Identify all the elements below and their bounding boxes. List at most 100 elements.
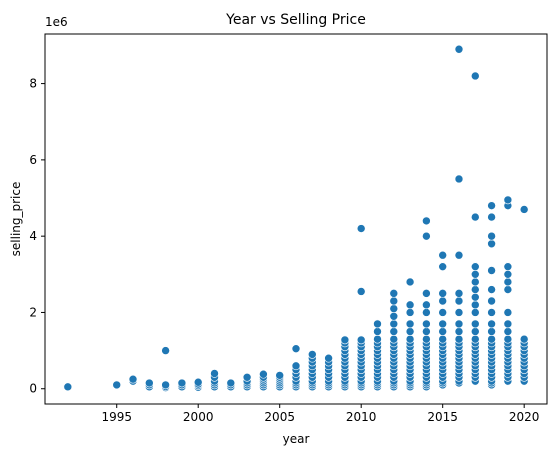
- data-point: [454, 44, 464, 54]
- data-point: [193, 377, 203, 387]
- data-point: [454, 334, 464, 344]
- data-point: [356, 224, 366, 233]
- data-point: [226, 378, 236, 388]
- data-point: [470, 262, 480, 271]
- data-point: [128, 374, 138, 384]
- data-point: [503, 277, 513, 287]
- data-point: [422, 231, 431, 241]
- data-point: [242, 372, 252, 382]
- data-point: [422, 289, 431, 298]
- data-point: [487, 308, 496, 317]
- x-tick-label: 2015: [427, 410, 458, 424]
- data-point: [389, 319, 399, 329]
- data-point: [389, 327, 399, 336]
- y-tick-label: 8: [29, 77, 37, 91]
- x-tick-label: 2005: [264, 410, 295, 424]
- data-point: [503, 195, 513, 205]
- data-point: [405, 327, 415, 336]
- y-tick-label: 0: [29, 382, 37, 396]
- data-point: [405, 308, 415, 317]
- chart-title: Year vs Selling Price: [225, 12, 366, 28]
- data-point: [438, 327, 447, 336]
- data-point: [389, 296, 399, 306]
- ticks-layer: 1995 2000 2005 2010 2015 2020 0 2 4 6 8: [29, 77, 539, 424]
- plot-area-frame: [44, 33, 548, 405]
- x-tick-label: 1995: [101, 410, 132, 424]
- data-point: [503, 262, 513, 271]
- data-point: [389, 334, 399, 344]
- data-point: [470, 71, 480, 81]
- data-point: [470, 285, 480, 294]
- data-point: [340, 335, 350, 345]
- data-point: [438, 296, 447, 306]
- data-point: [259, 369, 268, 379]
- data-point: [438, 319, 447, 329]
- data-point: [487, 334, 496, 344]
- data-point: [177, 378, 187, 388]
- data-point: [503, 308, 513, 317]
- data-point: [503, 334, 513, 344]
- data-point: [487, 327, 496, 336]
- data-point: [422, 319, 431, 329]
- data-point: [438, 289, 447, 298]
- data-point: [438, 262, 447, 271]
- y-offset-label: 1e6: [45, 15, 68, 29]
- data-point: [422, 308, 431, 317]
- data-point: [487, 285, 496, 294]
- data-point: [356, 335, 366, 345]
- y-tick-label: 2: [29, 305, 37, 319]
- data-point: [487, 201, 496, 210]
- data-point: [373, 334, 382, 344]
- data-point: [373, 327, 382, 336]
- x-tick-label: 2000: [183, 410, 214, 424]
- data-point: [422, 216, 431, 226]
- data-point: [519, 334, 529, 344]
- data-point: [454, 296, 464, 306]
- data-point: [112, 380, 122, 390]
- data-point: [291, 344, 301, 353]
- data-point: [405, 300, 415, 310]
- data-point: [470, 319, 480, 329]
- y-tick-label: 6: [29, 153, 37, 167]
- data-point: [373, 319, 382, 329]
- data-point: [487, 266, 496, 275]
- data-point: [519, 205, 529, 214]
- data-point: [454, 289, 464, 298]
- data-point: [145, 378, 154, 388]
- data-point: [389, 304, 399, 313]
- x-tick-label: 2010: [346, 410, 377, 424]
- data-point: [454, 174, 464, 184]
- data-point: [438, 308, 447, 317]
- data-point: [470, 292, 480, 302]
- data-point: [161, 346, 170, 355]
- data-point: [470, 300, 480, 310]
- data-point: [470, 277, 480, 287]
- data-point: [470, 308, 480, 317]
- data-point: [405, 334, 415, 344]
- data-point: [487, 231, 496, 241]
- data-point: [422, 300, 431, 310]
- x-axis-label: year: [283, 432, 310, 446]
- data-point: [470, 270, 480, 279]
- y-tick-label: 4: [29, 229, 37, 243]
- data-point: [503, 319, 513, 329]
- data-point: [503, 327, 513, 336]
- data-point: [324, 353, 333, 363]
- data-point: [503, 285, 513, 294]
- data-point: [405, 319, 415, 329]
- data-point: [487, 239, 496, 249]
- data-point: [210, 369, 219, 378]
- data-point: [487, 212, 496, 222]
- data-point: [389, 311, 399, 321]
- data-point: [356, 287, 366, 296]
- data-point: [438, 250, 447, 260]
- data-point: [470, 327, 480, 336]
- data-point: [161, 380, 170, 390]
- y-axis-label: selling_price: [9, 182, 23, 257]
- data-point: [438, 334, 447, 344]
- data-point: [405, 277, 415, 287]
- data-point: [487, 296, 496, 306]
- data-point: [422, 334, 431, 344]
